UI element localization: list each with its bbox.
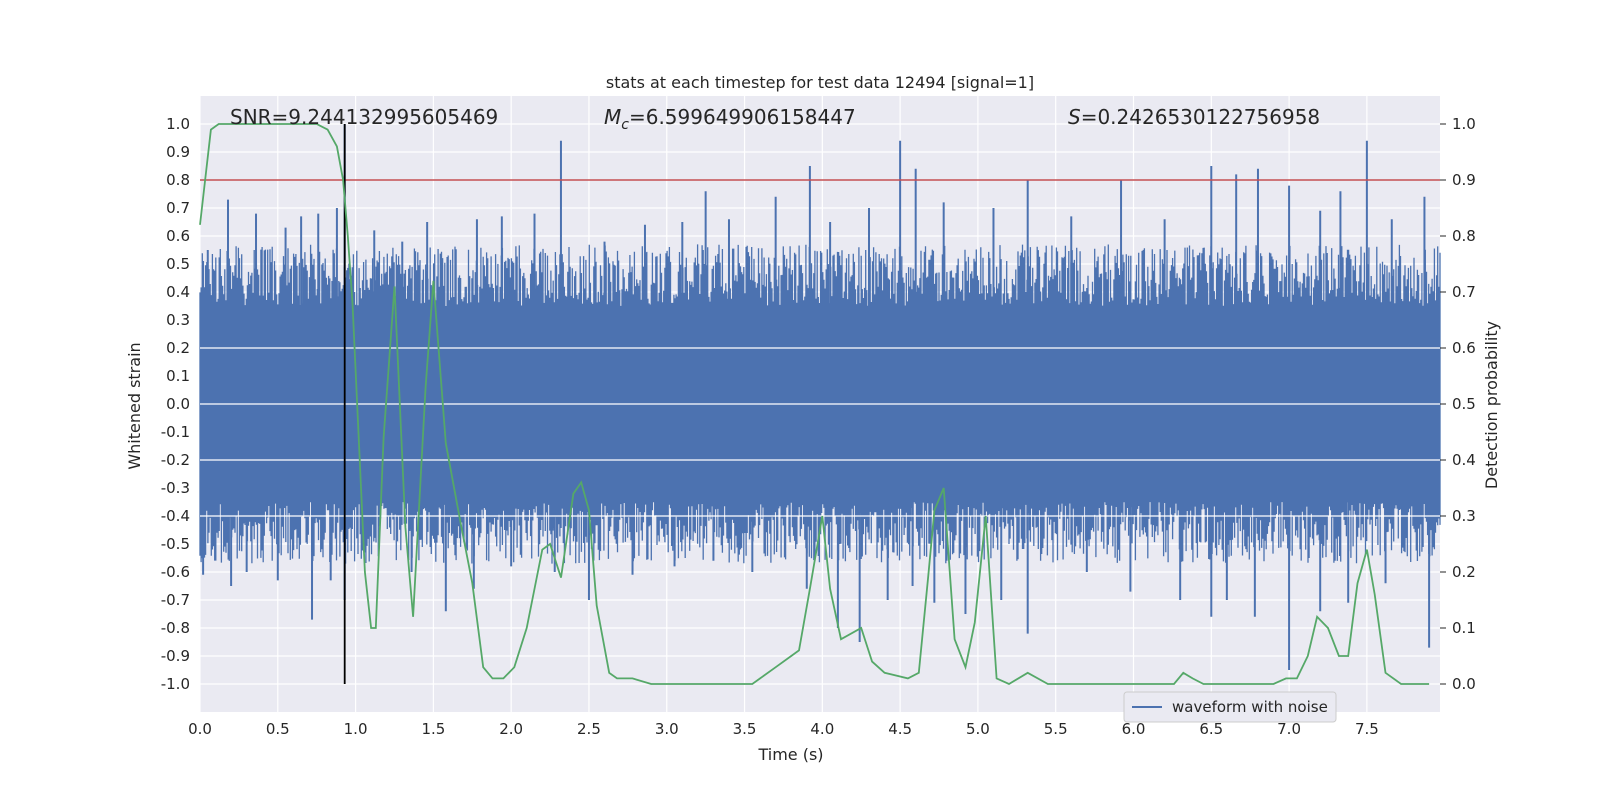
x-tick-label: 2.5 (577, 720, 601, 738)
y2-tick-label: 0.7 (1452, 283, 1476, 301)
y-tick-label: -0.7 (161, 591, 190, 609)
y2-tick-label: 0.2 (1452, 563, 1476, 581)
x-tick-label: 7.0 (1277, 720, 1301, 738)
y-tick-label: -0.1 (161, 423, 190, 441)
x-tick-label: 2.0 (499, 720, 523, 738)
x-tick-label: 0.5 (266, 720, 290, 738)
y2-axis-label: Detection probability (1482, 321, 1501, 489)
legend-label: waveform with noise (1172, 698, 1328, 716)
y-axis-label: Whitened strain (125, 342, 144, 469)
y-tick-label: 0.7 (166, 199, 190, 217)
y-tick-label: 0.4 (166, 283, 190, 301)
y2-tick-label: 0.9 (1452, 171, 1476, 189)
y2-tick-label: 0.1 (1452, 619, 1476, 637)
y-tick-label: 0.8 (166, 171, 190, 189)
x-tick-label: 1.5 (421, 720, 445, 738)
y2-tick-label: 0.5 (1452, 395, 1476, 413)
y2-tick-label: 1.0 (1452, 115, 1476, 133)
y-tick-label: 0.6 (166, 227, 190, 245)
y-tick-label: 0.3 (166, 311, 190, 329)
chart-title: stats at each timestep for test data 124… (606, 73, 1034, 92)
x-tick-label: 6.0 (1122, 720, 1146, 738)
x-axis-label: Time (s) (757, 745, 823, 764)
y2-tick-label: 0.6 (1452, 339, 1476, 357)
x-tick-label: 6.5 (1199, 720, 1223, 738)
y2-tick-label: 0.0 (1452, 675, 1476, 693)
y2-tick-label: 0.3 (1452, 507, 1476, 525)
s-value: =0.2426530122756958 (1081, 105, 1320, 129)
y-tick-label: -0.5 (161, 535, 190, 553)
y-tick-label: -1.0 (161, 675, 190, 693)
y-tick-label: 0.9 (166, 143, 190, 161)
y-tick-label: -0.9 (161, 647, 190, 665)
x-tick-label: 5.0 (966, 720, 990, 738)
s-annotation: S=0.2426530122756958 (1068, 105, 1320, 129)
x-tick-label: 3.5 (733, 720, 757, 738)
legend: waveform with noise (1123, 691, 1337, 723)
s-symbol: S (1068, 105, 1081, 129)
y2-tick-label: 0.4 (1452, 451, 1476, 469)
detection-probability-line (199, 123, 1430, 686)
mc-annotation: Mc=6.599649906158447 (604, 105, 856, 133)
x-tick-label: 1.0 (344, 720, 368, 738)
mc-subscript: c (621, 117, 629, 133)
y-tick-label: 0.5 (166, 255, 190, 273)
legend-box (1123, 691, 1337, 723)
y-tick-label: 0.2 (166, 339, 190, 357)
y-tick-label: 0.1 (166, 367, 190, 385)
y-tick-label: -0.4 (161, 507, 190, 525)
y-tick-label: 0.0 (166, 395, 190, 413)
x-tick-label: 5.5 (1044, 720, 1068, 738)
y-tick-label: -0.2 (161, 451, 190, 469)
mc-symbol: M (604, 105, 621, 129)
x-tick-label: 0.0 (188, 720, 212, 738)
y2-tick-label: 0.8 (1452, 227, 1476, 245)
y-tick-label: -0.3 (161, 479, 190, 497)
mc-value: =6.599649906158447 (629, 105, 856, 129)
y-tick-label: -0.8 (161, 619, 190, 637)
x-tick-label: 7.5 (1355, 720, 1379, 738)
x-tick-label: 4.5 (888, 720, 912, 738)
x-tick-label: 4.0 (810, 720, 834, 738)
x-tick-label: 3.0 (655, 720, 679, 738)
snr-annotation: SNR=9.244132995605469 (230, 105, 498, 129)
y-tick-label: -0.6 (161, 563, 190, 581)
y-tick-label: 1.0 (166, 115, 190, 133)
